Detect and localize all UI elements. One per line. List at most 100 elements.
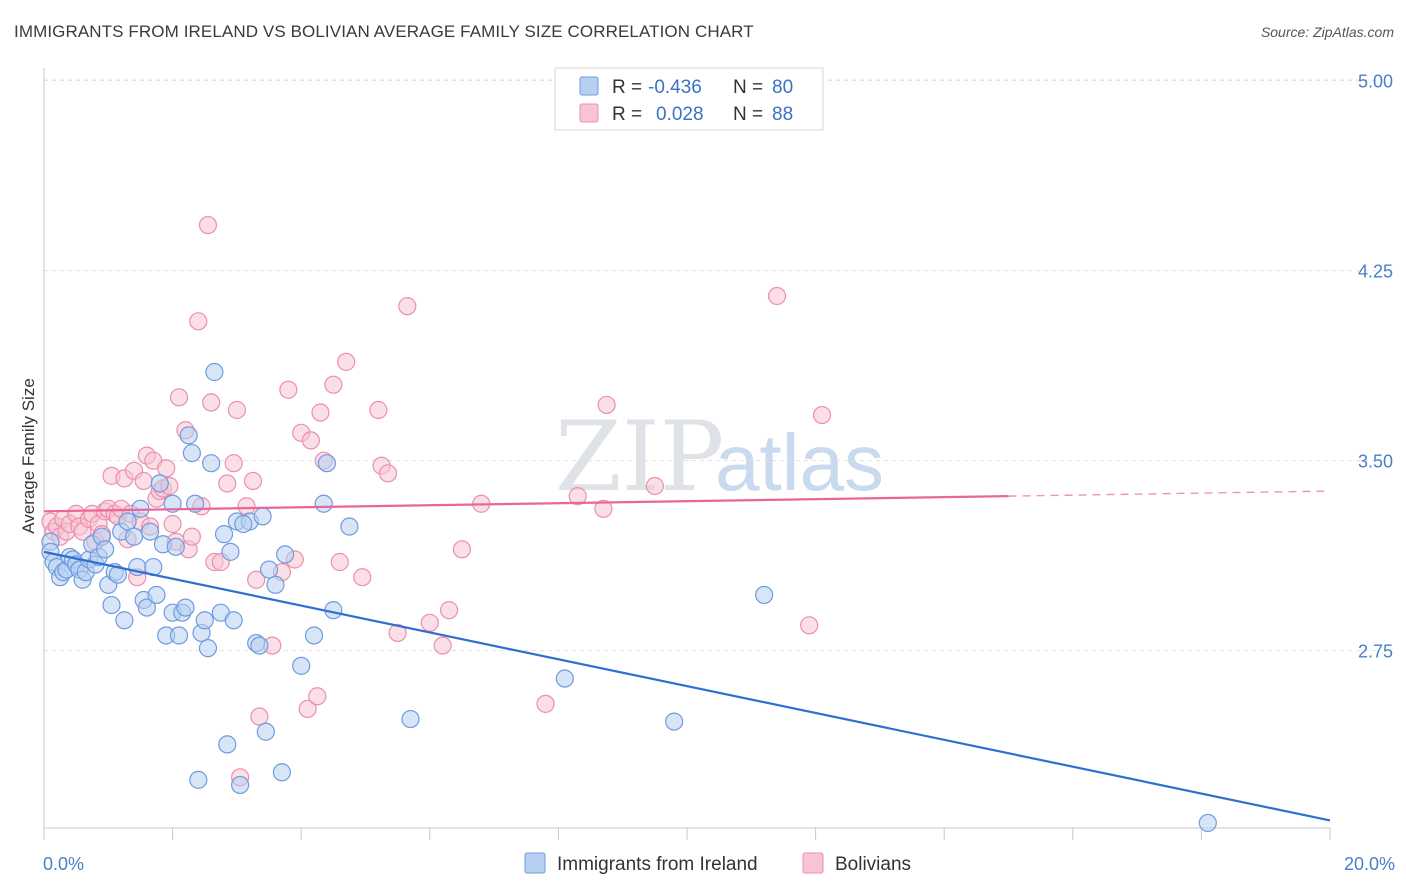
bolivia-point — [800, 616, 819, 635]
bolivia-point — [301, 431, 320, 450]
bolivia-point — [439, 601, 459, 620]
bolivia-point — [182, 527, 201, 546]
ireland-point — [176, 598, 195, 617]
bolivia-point — [452, 540, 472, 559]
ireland-point — [250, 636, 269, 655]
legend-r-value-bolivia: 0.028 — [656, 104, 704, 125]
ireland-point — [169, 626, 189, 645]
stats-legend-frame — [554, 67, 824, 131]
ireland-point — [234, 514, 253, 534]
ireland-point — [147, 585, 166, 605]
ireland-point — [221, 542, 240, 561]
legend-r-label-ireland: R = — [612, 77, 642, 98]
bolivia-point — [247, 570, 266, 589]
ireland-point — [189, 770, 208, 789]
x-tick-label-max: 20.0% — [1344, 854, 1395, 874]
bolivia-point — [337, 352, 356, 371]
ireland-point — [115, 611, 134, 630]
ireland-point — [166, 537, 185, 556]
ireland-point — [108, 565, 128, 584]
bolivia-point — [237, 497, 256, 516]
ireland-point — [276, 545, 295, 564]
stats-legend: R = -0.436 N = 80 R = 0.028 N = 88 — [554, 67, 824, 131]
bolivia-point — [378, 464, 398, 483]
bolivia-point — [218, 474, 237, 493]
bolivia-point — [243, 471, 263, 491]
x-ticks — [43, 828, 1331, 840]
legend-n-value-ireland: 80 — [772, 77, 793, 98]
bolivia-trend-extension — [1008, 490, 1331, 497]
ireland-point — [202, 454, 221, 473]
series-legend-swatch-ireland — [524, 852, 546, 874]
bolivia-point — [134, 471, 153, 491]
ireland-point — [256, 722, 275, 741]
ireland-point — [195, 611, 214, 630]
ireland-point — [124, 527, 144, 546]
ireland-points — [41, 362, 1217, 833]
ireland-point — [214, 525, 234, 544]
bolivia-point — [279, 380, 298, 399]
bolivia-point — [433, 636, 452, 655]
y-tick-label: 4.25 — [1358, 262, 1393, 282]
trend-lines — [43, 490, 1331, 822]
ireland-point — [137, 598, 156, 617]
ireland-point — [205, 362, 224, 382]
ireland-point — [401, 709, 420, 729]
bolivia-point — [398, 297, 417, 316]
ireland-point — [1198, 813, 1217, 833]
ireland-point — [118, 512, 137, 531]
bolivia-point — [767, 286, 787, 306]
bolivia-point — [812, 405, 832, 425]
y-tick-labels: 2.75 3.50 4.25 5.00 — [1358, 72, 1393, 662]
bolivia-point — [157, 459, 176, 478]
bolivia-point — [388, 623, 407, 643]
ireland-point — [665, 712, 684, 731]
watermark-atlas: atlas — [715, 418, 884, 507]
ireland-point — [182, 443, 201, 463]
bolivia-point — [198, 215, 218, 235]
ireland-point — [304, 626, 324, 645]
ireland-point — [266, 575, 285, 594]
ireland-point — [102, 595, 121, 615]
legend-swatch-bolivia — [579, 103, 599, 123]
series-legend-label-bolivia: Bolivians — [835, 854, 911, 875]
source-label: Source: ZipAtlas.com — [1260, 24, 1394, 40]
bolivia-point — [189, 312, 208, 331]
bolivia-point — [250, 707, 269, 726]
ireland-trend-line — [43, 550, 1331, 822]
bolivia-point — [169, 388, 189, 407]
ireland-point — [292, 656, 311, 675]
ireland-point — [253, 507, 272, 526]
y-axis-label: Average Family Size — [19, 378, 38, 534]
legend-r-label-bolivia: R = — [612, 104, 642, 125]
bolivia-trend-line — [43, 495, 1009, 513]
bolivia-point — [324, 375, 343, 394]
legend-n-value-bolivia: 88 — [772, 104, 793, 125]
bolivia-point — [227, 400, 246, 420]
ireland-point — [314, 494, 333, 513]
ireland-point — [179, 426, 198, 445]
bolivia-point — [330, 552, 349, 572]
ireland-point — [140, 522, 160, 541]
bolivia-point — [568, 487, 587, 506]
series-legend-swatch-bolivia — [802, 852, 824, 874]
ireland-point — [555, 669, 574, 688]
bolivia-point — [311, 403, 330, 422]
x-tick-label-min: 0.0% — [43, 854, 84, 874]
ireland-point — [231, 775, 250, 795]
bolivia-point — [369, 400, 388, 420]
bolivia-point — [597, 395, 616, 415]
y-tick-label: 2.75 — [1358, 642, 1393, 662]
series-legend-label-ireland: Immigrants from Ireland — [557, 854, 758, 875]
ireland-point — [150, 474, 169, 493]
legend-n-label-bolivia: N = — [733, 104, 763, 125]
bolivia-point — [202, 393, 221, 412]
ireland-point — [755, 585, 774, 605]
bolivia-point — [224, 454, 243, 473]
bolivia-point — [163, 514, 182, 534]
bolivia-point — [536, 694, 555, 713]
ireland-point — [163, 494, 182, 513]
ireland-point — [218, 735, 237, 754]
ireland-point — [340, 517, 359, 536]
